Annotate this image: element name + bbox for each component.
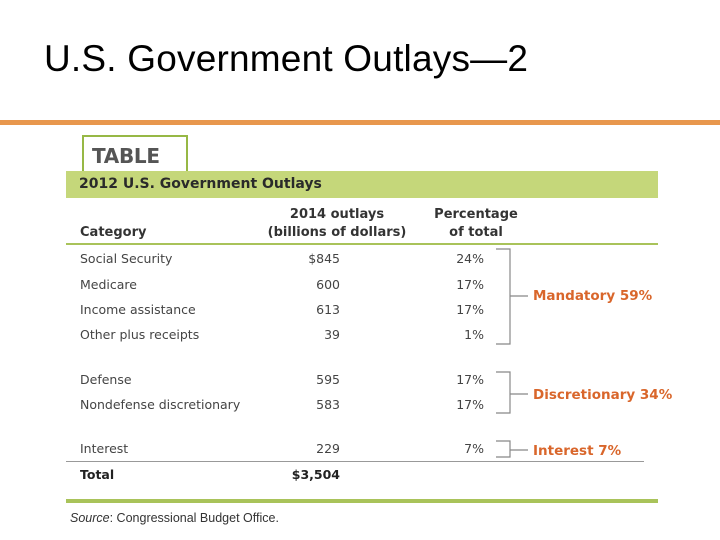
total-label: Total bbox=[80, 467, 115, 482]
row-category: Nondefense discretionary bbox=[80, 397, 241, 412]
row-percent: 17% bbox=[456, 397, 484, 412]
row-category: Defense bbox=[80, 372, 132, 387]
row-category: Interest bbox=[80, 441, 129, 456]
mandatory-bracket bbox=[496, 248, 528, 345]
slide-title: U.S. Government Outlays—2 bbox=[44, 38, 529, 79]
source-note: Source: Congressional Budget Office. bbox=[70, 511, 279, 525]
row-percent: 24% bbox=[456, 251, 484, 266]
row-percent: 7% bbox=[464, 441, 484, 456]
header-outlays-line2: (billions of dollars) bbox=[267, 225, 407, 240]
header-divider bbox=[66, 243, 658, 245]
total-divider bbox=[66, 461, 644, 462]
row-category: Social Security bbox=[80, 251, 173, 266]
table-bottom-rule bbox=[66, 499, 658, 503]
row-percent: 1% bbox=[464, 327, 484, 342]
row-category: Other plus receipts bbox=[80, 327, 200, 342]
source-text: : Congressional Budget Office. bbox=[109, 511, 279, 525]
interest-bracket bbox=[496, 440, 528, 458]
row-percent: 17% bbox=[456, 302, 484, 317]
source-label: Source bbox=[70, 511, 110, 525]
row-outlays: 39 bbox=[324, 327, 340, 342]
header-outlays-line1: 2014 outlays bbox=[289, 207, 385, 222]
row-outlays: 613 bbox=[316, 302, 340, 317]
title-divider bbox=[0, 120, 720, 125]
row-category: Medicare bbox=[80, 277, 137, 292]
row-category: Income assistance bbox=[80, 302, 196, 317]
row-outlays: 229 bbox=[316, 441, 340, 456]
table-caption-bar: 2012 U.S. Government Outlays bbox=[66, 171, 658, 198]
header-percent-line2: of total bbox=[449, 225, 503, 240]
mandatory-group-label: Mandatory 59% bbox=[533, 288, 653, 304]
row-outlays: 600 bbox=[316, 277, 340, 292]
row-percent: 17% bbox=[456, 277, 484, 292]
row-percent: 17% bbox=[456, 372, 484, 387]
discretionary-group-label: Discretionary 34% bbox=[533, 387, 673, 403]
table-caption: 2012 U.S. Government Outlays bbox=[79, 176, 322, 192]
discretionary-bracket bbox=[496, 371, 528, 414]
row-outlays: 595 bbox=[316, 372, 340, 387]
header-category: Category bbox=[80, 225, 147, 240]
header-percent-line1: Percentage bbox=[434, 207, 518, 222]
row-outlays: 583 bbox=[316, 397, 340, 412]
total-outlays: $3,504 bbox=[291, 467, 340, 482]
row-outlays: $845 bbox=[308, 251, 340, 266]
interest-group-label: Interest 7% bbox=[533, 443, 622, 459]
